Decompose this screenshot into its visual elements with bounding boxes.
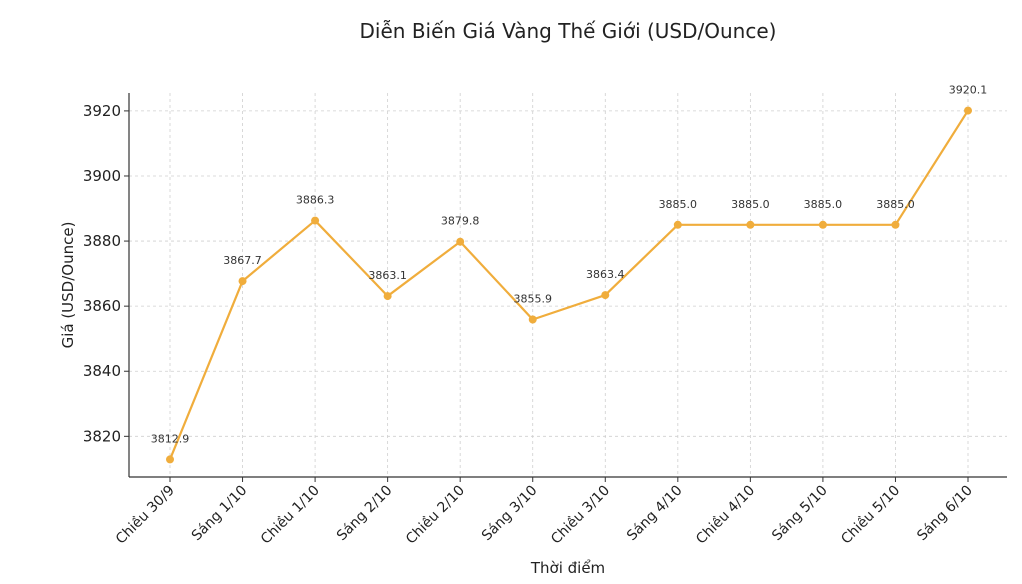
- y-ticks: 3820 3840 3860 3880 3900 3920: [83, 102, 129, 445]
- x-tick-label: Sáng 3/10: [479, 483, 541, 545]
- axes: [128, 93, 1007, 478]
- x-tick-label: Chiều 1/10: [257, 482, 323, 548]
- x-tick-label: Sáng 5/10: [769, 483, 831, 545]
- data-label: 3885.0: [659, 198, 698, 211]
- x-axis-label: Thời điểm: [530, 559, 605, 577]
- x-tick-label: Sáng 2/10: [334, 483, 396, 545]
- series-line: [168, 109, 969, 460]
- y-tick-label: 3840: [83, 362, 121, 380]
- data-label: 3886.3: [296, 194, 335, 207]
- x-tick-label: Sáng 4/10: [624, 483, 686, 545]
- data-point: [891, 220, 900, 229]
- data-label: 3863.1: [368, 269, 407, 282]
- y-axis-label: Giá (USD/Ounce): [59, 222, 77, 349]
- data-point: [673, 220, 682, 229]
- x-tick-label: Chiều 30/9: [112, 482, 178, 548]
- grid: [129, 93, 1007, 477]
- data-point: [746, 220, 755, 229]
- x-tick-label: Chiều 3/10: [547, 482, 613, 548]
- data-label: 3863.4: [586, 268, 625, 281]
- chart-title: Diễn Biến Giá Vàng Thế Giới (USD/Ounce): [360, 19, 777, 43]
- x-tick-label: Chiều 2/10: [402, 482, 468, 548]
- data-point: [166, 455, 174, 464]
- x-tick-label: Chiều 4/10: [692, 482, 758, 548]
- data-point: [311, 216, 320, 225]
- y-tick-label: 3860: [83, 297, 121, 315]
- series: [166, 106, 972, 464]
- data-label: 3867.7: [223, 254, 262, 267]
- data-label: 3855.9: [513, 292, 552, 305]
- data-label: 3879.8: [441, 215, 480, 228]
- data-labels: 3812.9 3867.7 3886.3 3863.1 3879.8 3855.9 3863…: [151, 84, 988, 446]
- x-ticks: Chiều 30/9 Sáng 1/10 Chiều 1/10 Sáng 2/10 Ch…: [112, 477, 976, 548]
- y-tick-label: 3820: [83, 427, 121, 445]
- data-label: 3885.0: [804, 198, 843, 211]
- y-tick-label: 3880: [83, 232, 121, 250]
- x-tick-label: Sáng 6/10: [914, 483, 976, 545]
- data-point: [818, 220, 827, 229]
- data-label: 3812.9: [151, 432, 190, 445]
- data-label: 3920.1: [949, 84, 988, 97]
- data-label: 3885.0: [876, 198, 915, 211]
- data-point: [456, 237, 465, 246]
- y-tick-label: 3900: [83, 167, 121, 185]
- data-point: [964, 106, 972, 115]
- y-tick-label: 3920: [83, 102, 121, 120]
- x-tick-label: Chiều 5/10: [838, 482, 904, 548]
- data-point: [528, 315, 537, 324]
- x-tick-label: Sáng 1/10: [189, 483, 251, 545]
- data-point: [601, 291, 610, 300]
- data-point: [238, 277, 247, 286]
- data-label: 3885.0: [731, 198, 770, 211]
- data-point: [383, 292, 392, 301]
